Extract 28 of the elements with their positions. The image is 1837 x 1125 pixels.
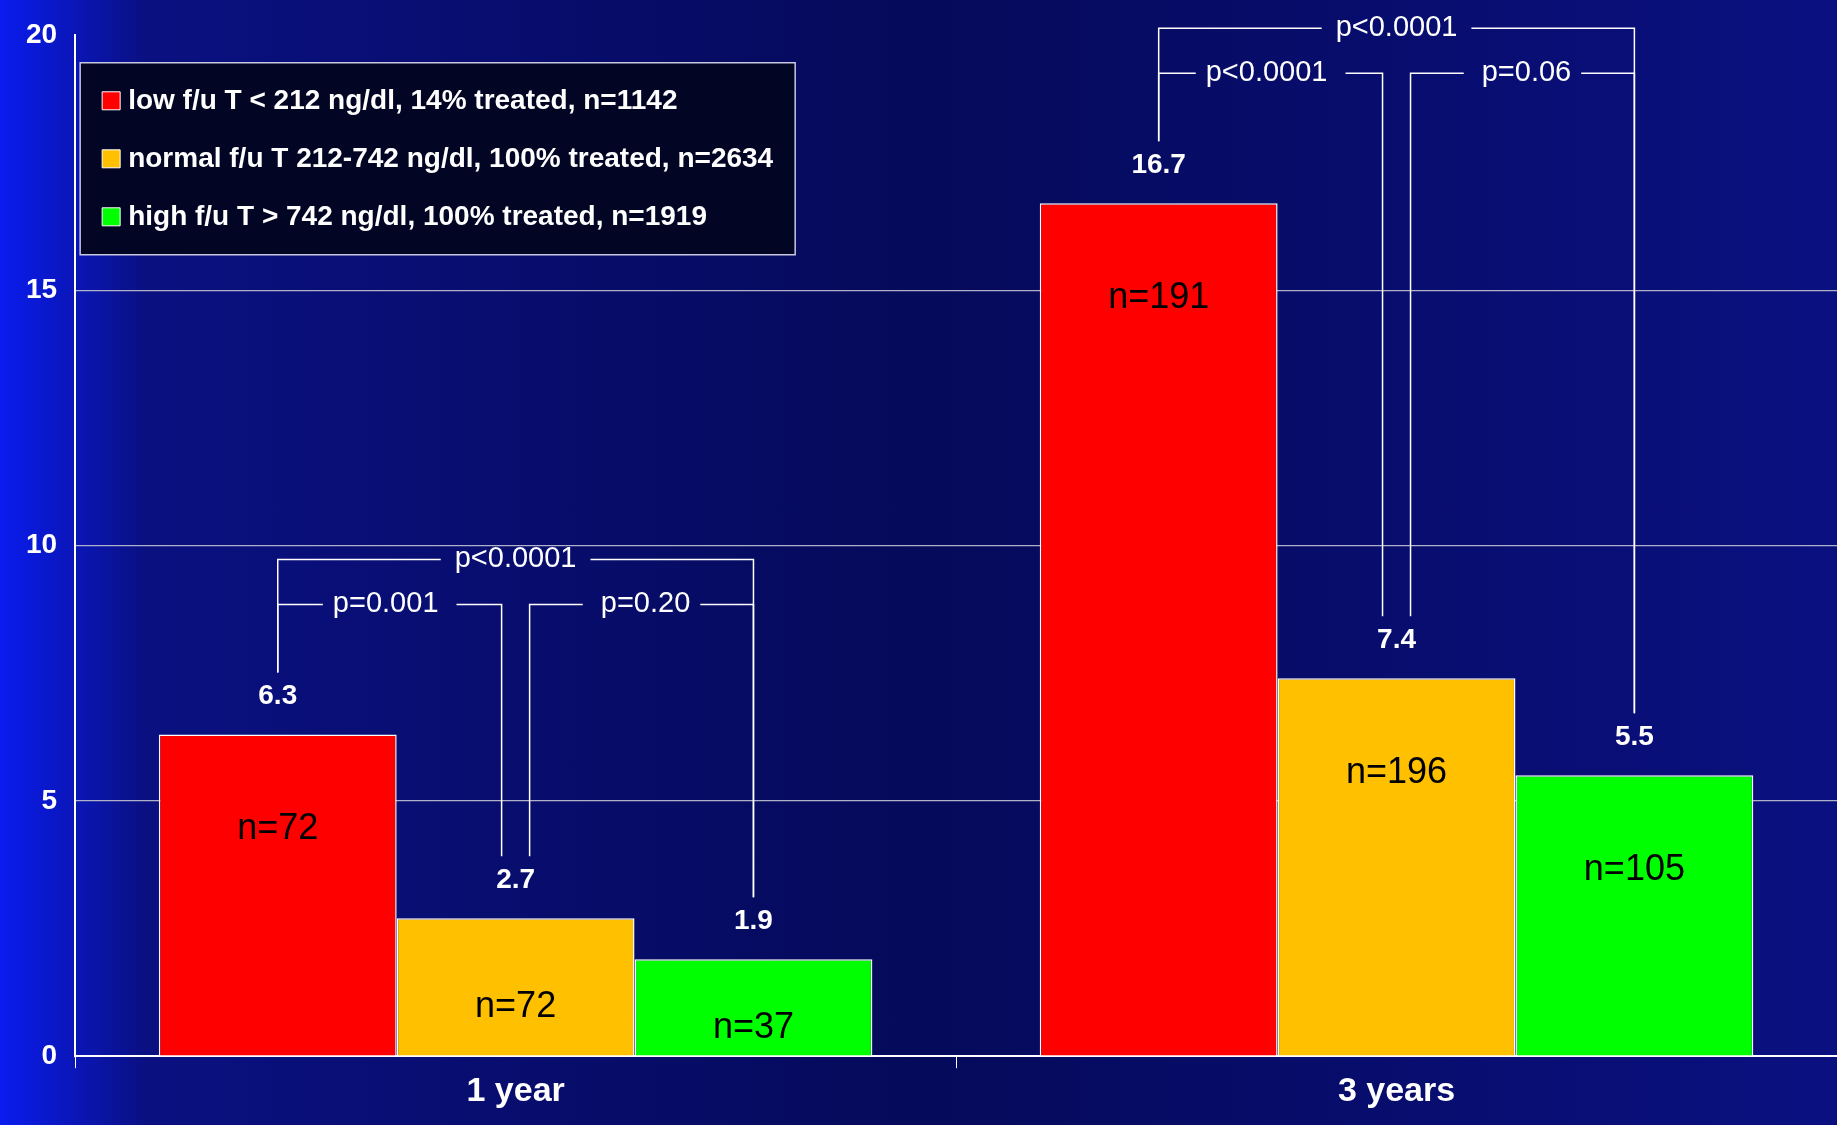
y-tick-label: 5 bbox=[41, 783, 58, 815]
data-label: 2.7 bbox=[496, 863, 536, 895]
y-tick-label: 20 bbox=[25, 17, 58, 49]
annotation: n=196 bbox=[1345, 750, 1448, 792]
y-tick-label: 0 bbox=[41, 1038, 58, 1070]
data-label: 6.3 bbox=[258, 679, 298, 711]
data-label: 16.7 bbox=[1131, 148, 1186, 180]
annotation: p<0.0001 bbox=[1335, 10, 1458, 43]
annotation: p<0.0001 bbox=[454, 541, 577, 574]
annotation: n=72 bbox=[475, 984, 557, 1026]
x-tick-label: 1 year bbox=[466, 1069, 565, 1108]
annotation: n=37 bbox=[712, 1004, 795, 1046]
y-tick-label: 15 bbox=[25, 272, 58, 304]
annotation: p=0.20 bbox=[600, 586, 691, 619]
legend-label: normal f/u T 212-742 ng/dl, 100% treated, n=2634 bbox=[128, 141, 774, 173]
data-label: 5.5 bbox=[1614, 720, 1654, 752]
annotation: n=72 bbox=[237, 806, 319, 848]
annotation: p<0.0001 bbox=[1205, 55, 1328, 88]
annotation: p=0.06 bbox=[1481, 55, 1572, 88]
y-tick-label: 10 bbox=[25, 528, 58, 560]
legend-label: high f/u T > 742 ng/dl, 100% treated, n=1919 bbox=[128, 199, 707, 231]
data-label: 7.4 bbox=[1377, 623, 1417, 654]
legend-label: low f/u T < 212 ng/dl, 14% treated, n=1142 bbox=[128, 83, 678, 115]
annotation: n=191 bbox=[1108, 275, 1210, 317]
annotation: n=105 bbox=[1583, 847, 1685, 889]
annotation: p=0.001 bbox=[332, 586, 439, 619]
x-tick-label: 3 years bbox=[1337, 1069, 1456, 1108]
data-label: 1.9 bbox=[733, 903, 773, 935]
